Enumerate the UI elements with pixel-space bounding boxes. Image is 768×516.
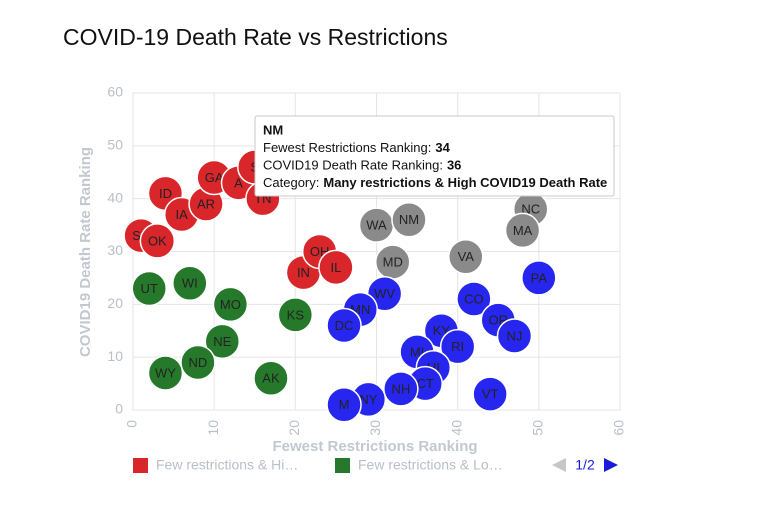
point[interactable]	[172, 265, 208, 301]
point-label: AR	[197, 196, 215, 211]
point[interactable]	[448, 239, 484, 275]
point[interactable]	[318, 249, 354, 286]
point[interactable]	[496, 318, 533, 354]
point-label: ID	[159, 186, 172, 201]
point-label: M	[339, 397, 350, 412]
point-label: MD	[383, 255, 403, 270]
point[interactable]	[204, 323, 241, 360]
y-tick-label: 20	[107, 295, 123, 311]
tooltip-label: Category:	[263, 175, 319, 190]
point-label: VA	[458, 249, 475, 264]
point[interactable]	[253, 360, 289, 397]
point[interactable]	[212, 286, 249, 323]
point-label: KS	[287, 307, 305, 322]
point-label: ND	[189, 355, 208, 370]
point[interactable]	[391, 202, 427, 238]
legend-prev[interactable]	[552, 458, 566, 472]
point[interactable]	[504, 212, 541, 249]
tooltip-row: COVID19 Death Rate Ranking: 36	[263, 158, 461, 173]
point-label: MO	[220, 297, 241, 312]
point-label: NJ	[507, 328, 523, 343]
point-label: CT	[417, 376, 434, 391]
point-label: NE	[213, 334, 231, 349]
point-label: DC	[335, 318, 354, 333]
point-label: NC	[521, 202, 540, 217]
point-label: WY	[155, 365, 176, 380]
point-label: PA	[531, 270, 548, 285]
point[interactable]	[521, 260, 557, 296]
point[interactable]	[439, 328, 476, 365]
point-label: OK	[148, 233, 167, 248]
tooltip-label: Fewest Restrictions Ranking:	[263, 140, 431, 155]
point[interactable]	[277, 297, 314, 333]
x-tick-label: 30	[367, 420, 383, 436]
point[interactable]	[383, 371, 419, 407]
point[interactable]	[326, 386, 362, 423]
tooltip-value: 36	[447, 158, 461, 173]
x-tick-label: 0	[124, 420, 140, 428]
y-tick-label: 0	[115, 401, 123, 417]
x-tick-label: 60	[611, 420, 627, 436]
tooltip-row: Category: Many restrictions & High COVID1…	[263, 175, 607, 190]
point-label: NM	[399, 212, 419, 227]
point-label: IA	[176, 207, 189, 222]
tooltip-box	[254, 115, 615, 197]
x-tick-label: 40	[448, 420, 464, 436]
point-label: NY	[359, 392, 377, 407]
y-tick-label: 30	[107, 242, 123, 258]
tooltip: NM Fewest Restrictions Ranking: 34 COVID19 …	[254, 115, 615, 197]
point[interactable]	[472, 376, 508, 412]
point-label: IL	[330, 260, 341, 275]
point-label: VT	[482, 387, 499, 402]
tooltip-row: Fewest Restrictions Ranking: 34	[263, 140, 451, 155]
point[interactable]	[139, 223, 176, 259]
legend-label[interactable]: Few restrictions & Hi…	[156, 457, 298, 473]
point-label: MA	[513, 223, 533, 238]
point-label: AK	[262, 371, 280, 386]
points: SDOKIDIAARGAASTNINOHILUTWIMONENDWYKSAKWA…	[123, 149, 557, 423]
y-axis-title: COVID19 Death Rate Ranking	[77, 147, 94, 357]
tooltip-title: NM	[263, 122, 283, 137]
legend: Few restrictions & Hi… Few restrictions &…	[133, 457, 618, 473]
x-tick-label: 50	[530, 420, 546, 436]
point-label: GA	[205, 170, 224, 185]
tooltip-value: 34	[435, 140, 450, 155]
point-label: RI	[451, 339, 464, 354]
point-label: NH	[391, 381, 410, 396]
legend-swatch[interactable]	[133, 458, 148, 473]
legend-next[interactable]	[604, 458, 618, 472]
point[interactable]	[456, 281, 492, 317]
point-label: UT	[141, 281, 158, 296]
point-label: CO	[464, 291, 484, 306]
point[interactable]	[326, 307, 362, 344]
point-label: WI	[182, 276, 198, 291]
point[interactable]	[180, 344, 216, 381]
x-axis-title: Fewest Restrictions Ranking	[272, 438, 477, 455]
point-label: WA	[366, 218, 387, 233]
y-tick-label: 10	[107, 348, 123, 364]
y-tick-label: 40	[107, 189, 123, 205]
point-label: IN	[297, 265, 310, 280]
point-label: A	[234, 175, 243, 190]
chart-title: COVID-19 Death Rate vs Restrictions	[63, 24, 448, 50]
tooltip-value: Many restrictions & High COVID19 Death R…	[323, 175, 607, 190]
x-tick-label: 20	[286, 420, 302, 436]
tooltip-label: COVID19 Death Rate Ranking:	[263, 158, 443, 173]
legend-page: 1/2	[575, 457, 595, 473]
point[interactable]	[147, 355, 184, 391]
point-label: WV	[374, 286, 395, 301]
y-tick-label: 60	[107, 84, 123, 100]
y-tick-label: 50	[107, 137, 123, 153]
legend-label[interactable]: Few restrictions & Lo…	[358, 457, 503, 473]
point[interactable]	[131, 270, 167, 307]
legend-swatch[interactable]	[335, 458, 350, 473]
x-tick-label: 10	[205, 420, 221, 436]
